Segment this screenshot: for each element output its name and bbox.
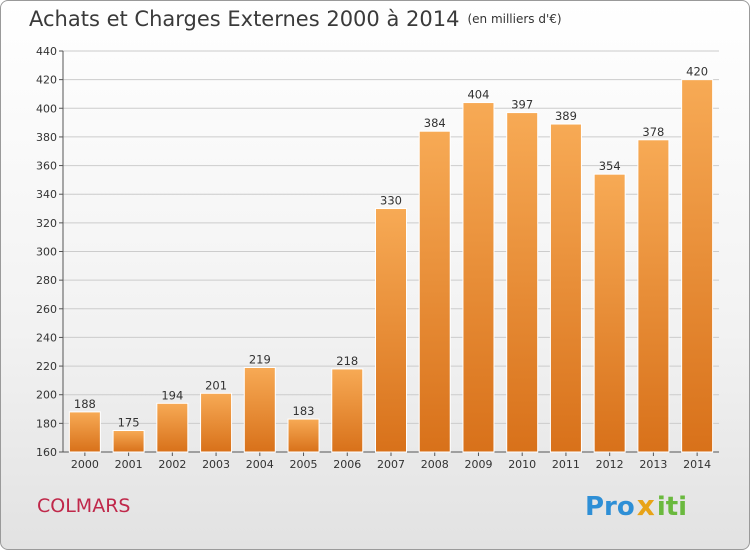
y-tick-label: 340 bbox=[36, 188, 57, 201]
data-label-2010: 397 bbox=[511, 98, 533, 112]
y-tick-label: 360 bbox=[36, 160, 57, 173]
commune-name: COLMARS bbox=[37, 495, 131, 517]
data-label-2002: 194 bbox=[161, 388, 183, 402]
y-tick-label: 200 bbox=[36, 389, 57, 402]
x-tick-label-2000: 2000 bbox=[71, 458, 99, 471]
x-tick-label-2002: 2002 bbox=[158, 458, 186, 471]
x-tick-label-2009: 2009 bbox=[464, 458, 492, 471]
data-label-2003: 201 bbox=[205, 378, 227, 392]
bar-2008 bbox=[418, 130, 451, 453]
y-tick-label: 220 bbox=[36, 360, 57, 373]
data-label-2004: 219 bbox=[249, 353, 271, 367]
y-tick-label: 400 bbox=[36, 102, 57, 115]
bar-2006 bbox=[331, 368, 364, 453]
data-label-2014: 420 bbox=[686, 65, 708, 79]
x-tick-label-2004: 2004 bbox=[246, 458, 274, 471]
proxiti-logo: Proxiti bbox=[585, 489, 687, 522]
y-tick-label: 420 bbox=[36, 74, 57, 87]
bar-2002 bbox=[156, 402, 189, 453]
data-label-2008: 384 bbox=[424, 116, 446, 130]
y-tick-label: 180 bbox=[36, 417, 57, 430]
bar-2000 bbox=[68, 411, 101, 453]
y-tick-label: 280 bbox=[36, 274, 57, 287]
x-tick-label-2011: 2011 bbox=[552, 458, 580, 471]
data-label-2012: 354 bbox=[599, 159, 621, 173]
bar-2007 bbox=[375, 208, 407, 453]
x-tick-label-2010: 2010 bbox=[508, 458, 536, 471]
y-tick-label: 440 bbox=[36, 45, 57, 58]
x-tick-label-2013: 2013 bbox=[639, 458, 667, 471]
bars bbox=[68, 79, 714, 453]
x-tick-label-2005: 2005 bbox=[290, 458, 318, 471]
bar-2013 bbox=[637, 139, 670, 453]
y-tick-label: 300 bbox=[36, 246, 57, 259]
logo-x-mark: x bbox=[636, 489, 655, 522]
bar-2004 bbox=[243, 367, 276, 453]
x-tick-label-2014: 2014 bbox=[683, 458, 711, 471]
x-tick-label-2007: 2007 bbox=[377, 458, 405, 471]
logo-text-part2: iti bbox=[656, 492, 688, 522]
bar-2005 bbox=[287, 418, 320, 453]
bar-2011 bbox=[549, 123, 582, 453]
bar-2003 bbox=[200, 392, 233, 453]
bar-2012 bbox=[593, 173, 626, 453]
y-tick-label: 320 bbox=[36, 217, 57, 230]
chart-title: Achats et Charges Externes 2000 à 2014 (e… bbox=[29, 7, 562, 31]
y-tick-label: 260 bbox=[36, 303, 57, 316]
data-label-2011: 389 bbox=[555, 109, 577, 123]
y-tick-label: 240 bbox=[36, 331, 57, 344]
labels: 160 180 200 220 240 260 280 300 320 340 360 380 400 4… bbox=[36, 45, 711, 471]
logo-text-part1: Pro bbox=[585, 492, 635, 522]
y-tick-label: 160 bbox=[36, 446, 57, 459]
data-label-2007: 330 bbox=[380, 194, 402, 208]
data-label-2013: 378 bbox=[642, 125, 664, 139]
bar-2001 bbox=[112, 430, 145, 453]
bar-2014 bbox=[681, 79, 714, 453]
data-label-2006: 218 bbox=[336, 354, 358, 368]
y-tick-label: 380 bbox=[36, 131, 57, 144]
data-label-2001: 175 bbox=[118, 416, 140, 430]
chart-unit: (en milliers d'€) bbox=[467, 12, 562, 26]
x-tick-label-2012: 2012 bbox=[596, 458, 624, 471]
bar-2009 bbox=[462, 102, 495, 453]
x-tick-label-2003: 2003 bbox=[202, 458, 230, 471]
x-tick-label-2008: 2008 bbox=[421, 458, 449, 471]
chart-title-text: Achats et Charges Externes 2000 à 2014 bbox=[29, 7, 460, 31]
data-label-2005: 183 bbox=[293, 404, 315, 418]
bar-2010 bbox=[506, 112, 539, 453]
x-tick-label-2006: 2006 bbox=[333, 458, 361, 471]
data-label-2009: 404 bbox=[467, 88, 489, 102]
x-tick-label-2001: 2001 bbox=[115, 458, 143, 471]
data-label-2000: 188 bbox=[74, 397, 96, 411]
